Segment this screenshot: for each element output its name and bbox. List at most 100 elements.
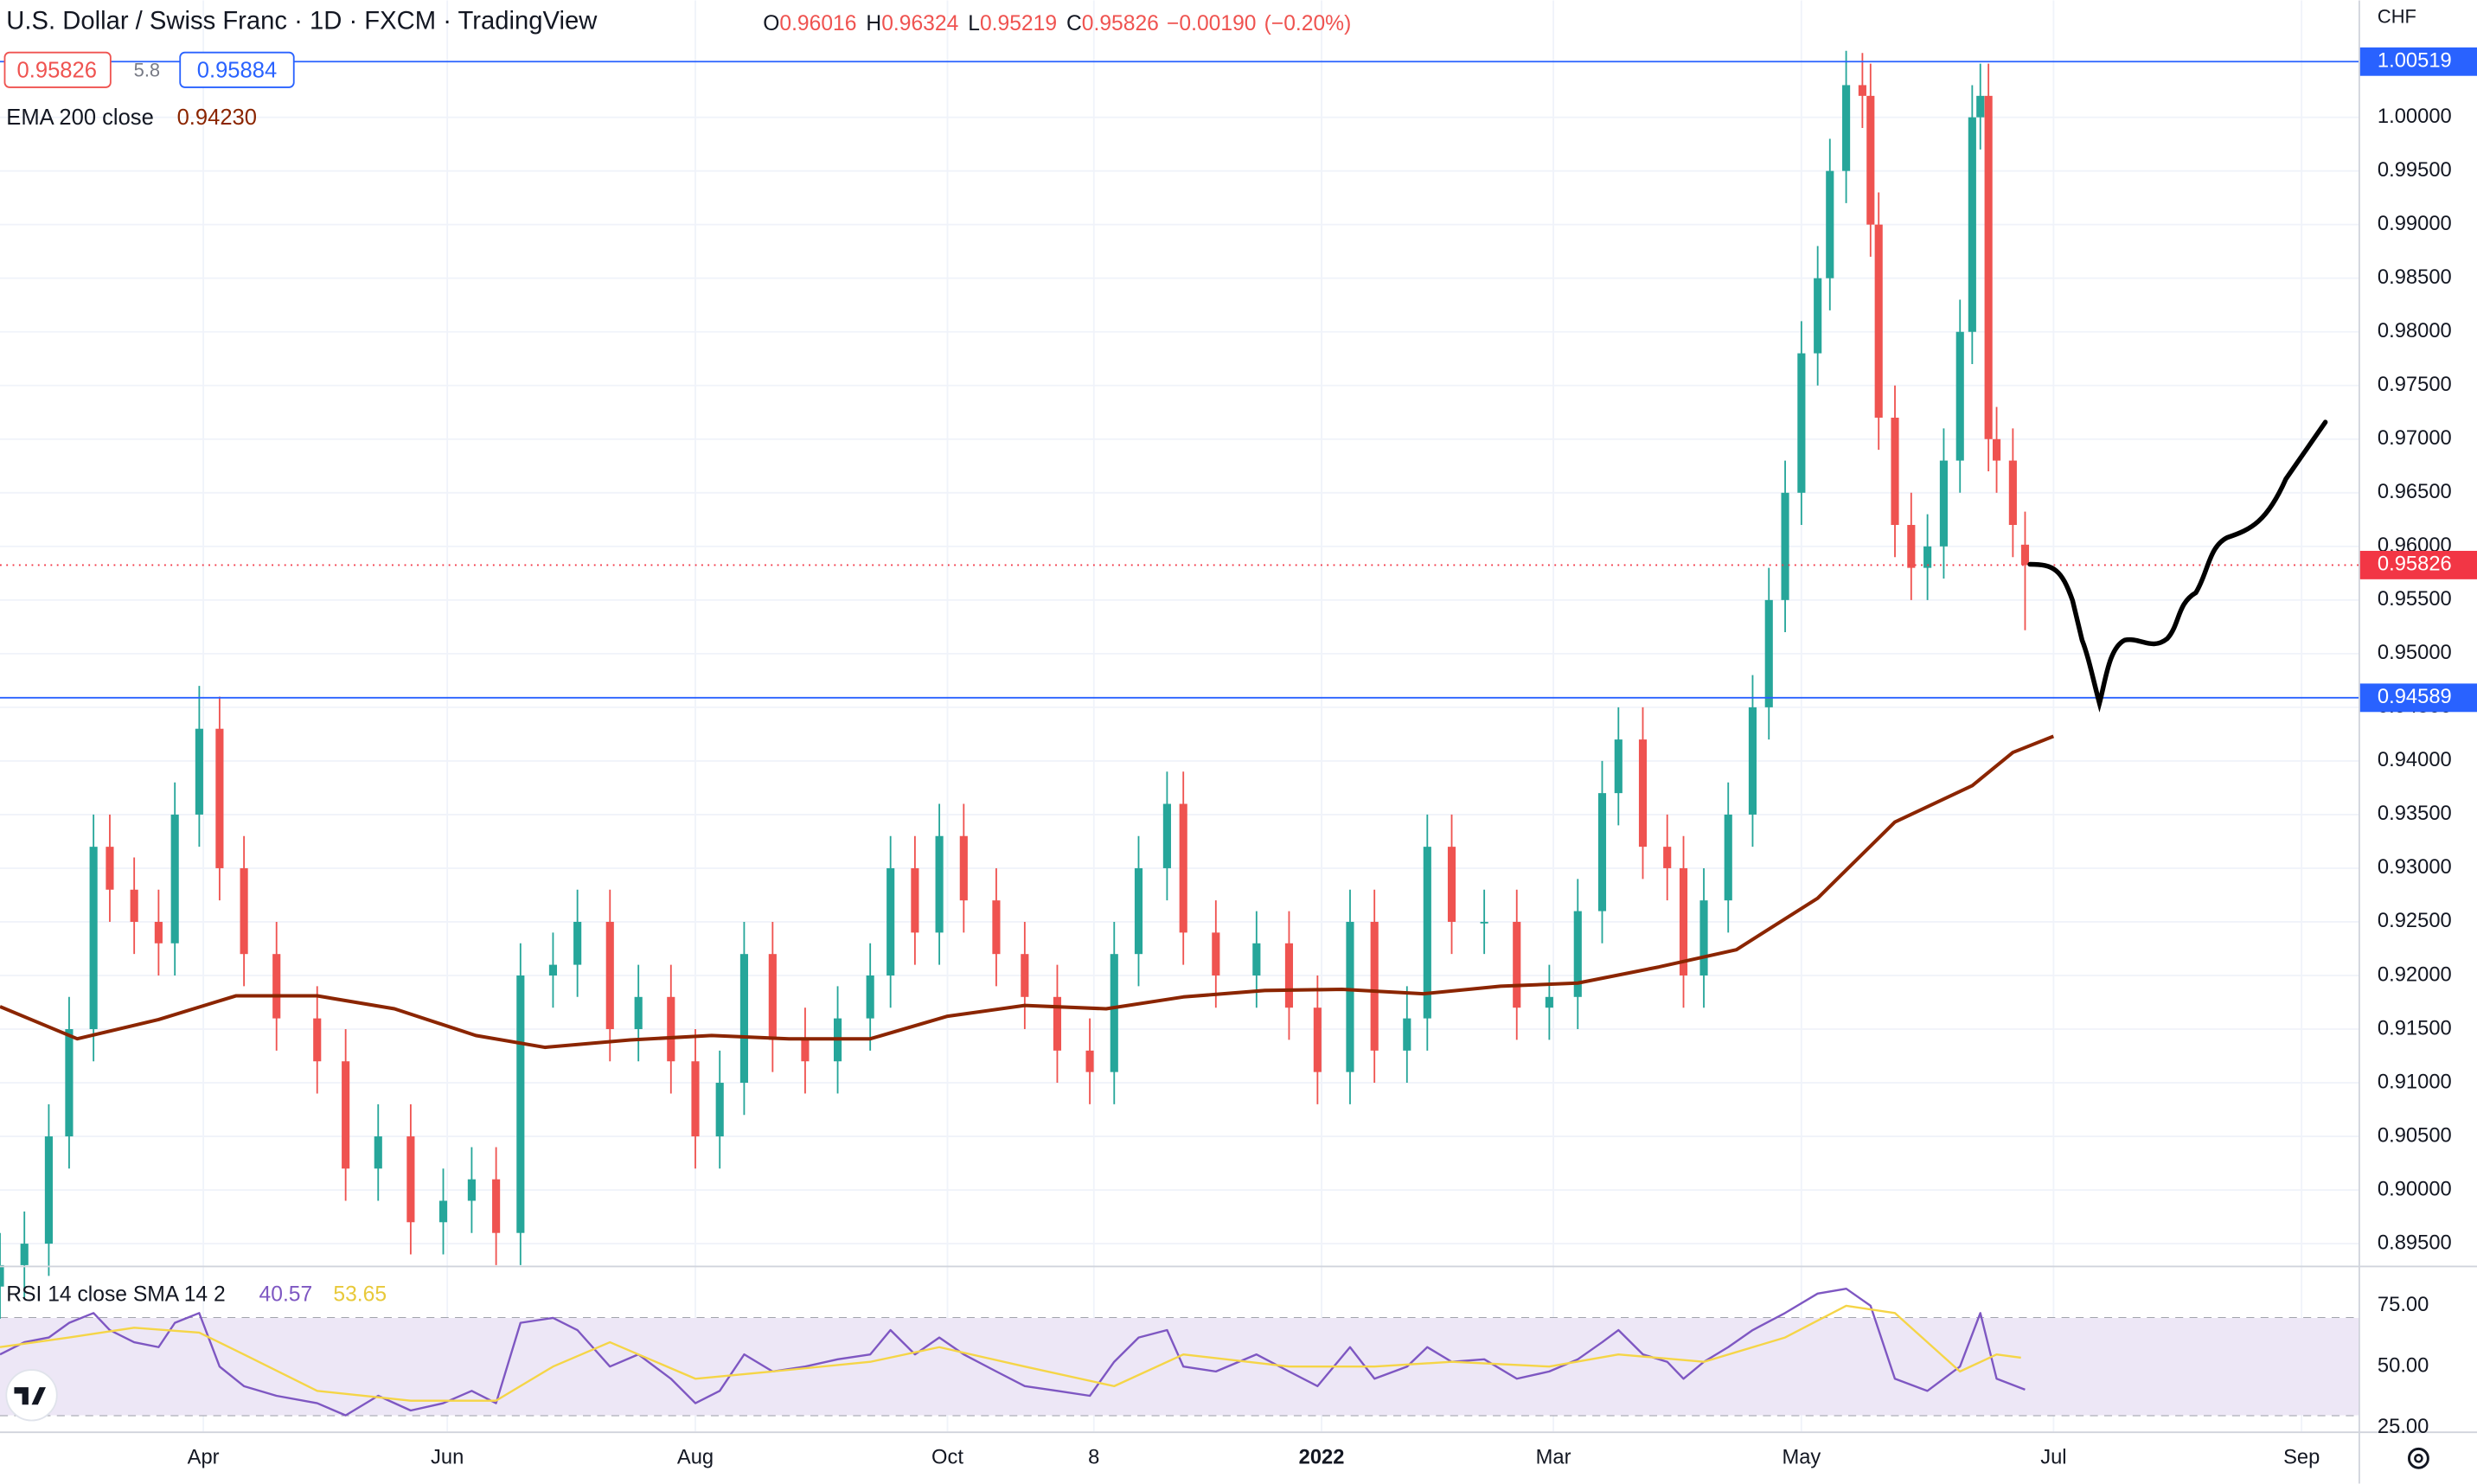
y-tick-label: 0.90500 <box>2378 1124 2452 1147</box>
sell-box[interactable] <box>3 51 112 88</box>
candle-body <box>866 975 874 1019</box>
candle-body <box>1110 954 1118 1072</box>
candle-body <box>106 847 114 890</box>
candle-body <box>1252 943 1261 975</box>
x-tick-label: Jun <box>431 1447 464 1469</box>
y-tick-label: 0.90000 <box>2378 1178 2452 1200</box>
candle-body <box>1826 170 1834 278</box>
candle-body <box>1313 1007 1322 1072</box>
candle-body <box>1162 803 1171 868</box>
ohlc-value: 0.95826 <box>1082 11 1159 35</box>
candle-body <box>1992 438 2001 461</box>
candle-body <box>691 1061 700 1137</box>
candle-body <box>1179 803 1187 933</box>
x-tick-label: Mar <box>1536 1447 1571 1469</box>
candle-body <box>20 1244 29 1265</box>
rsi-tick-label: 50.00 <box>2378 1355 2429 1378</box>
candle-body <box>1699 900 1708 975</box>
candle-body <box>715 1083 724 1137</box>
y-tick-label: 0.95500 <box>2378 588 2452 611</box>
candle-body <box>516 975 525 1233</box>
rsi-legend: RSI 14 close SMA 14 2 <box>6 1283 225 1307</box>
price-label: 0.94589 <box>2378 686 2452 708</box>
ohlc-value: 0.96016 <box>779 11 856 35</box>
candle-body <box>65 1029 74 1137</box>
candle-body <box>1447 847 1456 922</box>
candle-body <box>1907 525 1916 568</box>
y-tick-label: 0.97500 <box>2378 374 2452 396</box>
price-label-box <box>2359 683 2477 713</box>
x-tick-label: Apr <box>188 1447 220 1469</box>
y-tick-label: 0.99000 <box>2378 213 2452 235</box>
change-pct: (−0.20%) <box>1264 11 1352 35</box>
candle-body <box>1858 85 1866 96</box>
candle-body <box>1597 793 1607 912</box>
buy-price[interactable]: 0.95884 <box>197 58 277 82</box>
candle-body <box>2008 460 2017 526</box>
y-tick-label: 0.89500 <box>2378 1231 2452 1254</box>
y-tick-label: 0.92000 <box>2378 963 2452 986</box>
chart-title: U.S. Dollar / Swiss Franc · 1D · FXCM · … <box>6 8 598 35</box>
x-tick-label: 8 <box>1088 1447 1099 1469</box>
ohlc-legend: O0.96016 H0.96324 L0.95219 C0.95826 −0.00190… <box>763 11 1351 35</box>
candle-body <box>573 921 582 965</box>
settings-icon[interactable] <box>2407 1447 2429 1469</box>
y-tick-label: 0.96500 <box>2378 481 2452 503</box>
candle-body <box>342 1061 350 1169</box>
candle-body <box>0 1264 4 1287</box>
buy-box[interactable] <box>179 51 295 88</box>
candle-body <box>1423 847 1431 1019</box>
candle-body <box>438 1200 448 1223</box>
price-label-box <box>2359 47 2477 76</box>
y-tick-label: 0.99500 <box>2378 159 2452 182</box>
candle-body <box>1403 1018 1411 1051</box>
ema-value: 0.94230 <box>177 106 257 130</box>
candle-body <box>739 954 748 1084</box>
candle-body <box>1866 95 1875 225</box>
candle-body <box>634 996 643 1030</box>
candle-body <box>240 867 248 955</box>
candle-body <box>272 954 281 1019</box>
candle-body <box>1968 117 1976 332</box>
candle-body <box>935 835 944 933</box>
x-tick-label: Sep <box>2283 1447 2320 1469</box>
rsi-value: 40.57 <box>259 1283 313 1307</box>
candle-body <box>313 1018 322 1062</box>
candle-body <box>1781 492 1789 600</box>
candle-body <box>1021 954 1029 997</box>
tradingview-logo[interactable] <box>5 1369 58 1422</box>
candle-body <box>1874 224 1883 418</box>
candle-body <box>1976 95 1985 118</box>
grid <box>0 0 2359 1432</box>
ema-legend: EMA 200 close <box>6 106 154 130</box>
candle-body <box>1573 911 1582 997</box>
axes: Apr Jun Aug Oct 8 2022 Mar May Jul Sep 0.89500 0.90… <box>188 47 2477 1469</box>
y-tick-label: 0.94000 <box>2378 749 2452 771</box>
candle-body <box>154 921 163 943</box>
candle-body <box>1085 1050 1094 1072</box>
price-label: 1.00519 <box>2378 50 2452 73</box>
currency-label[interactable]: CHF <box>2378 5 2416 27</box>
y-tick-label: 0.92500 <box>2378 910 2452 932</box>
candle-body <box>801 1039 810 1062</box>
sell-price[interactable]: 0.95826 <box>17 58 97 82</box>
candle-body <box>195 728 203 815</box>
price-label: 0.95826 <box>2378 553 2452 576</box>
candle-body <box>89 847 98 1030</box>
candle-body <box>886 867 895 975</box>
candle-body <box>374 1136 382 1169</box>
candle-body <box>1748 707 1757 815</box>
ohlc-value: 0.95219 <box>980 11 1057 35</box>
candle-body <box>1134 867 1143 955</box>
x-tick-label: Jul <box>2040 1447 2066 1469</box>
ohlc-label: C <box>1066 11 1082 35</box>
y-tick-label: 0.98000 <box>2378 320 2452 342</box>
y-tick-label: 0.93500 <box>2378 803 2452 825</box>
candle-body <box>1984 95 1993 439</box>
candle-body <box>1842 85 1851 171</box>
candle-body <box>1679 867 1688 975</box>
rsi-line <box>0 1304 2021 1402</box>
candle-body <box>1814 278 1822 354</box>
candle-body <box>1480 921 1488 924</box>
